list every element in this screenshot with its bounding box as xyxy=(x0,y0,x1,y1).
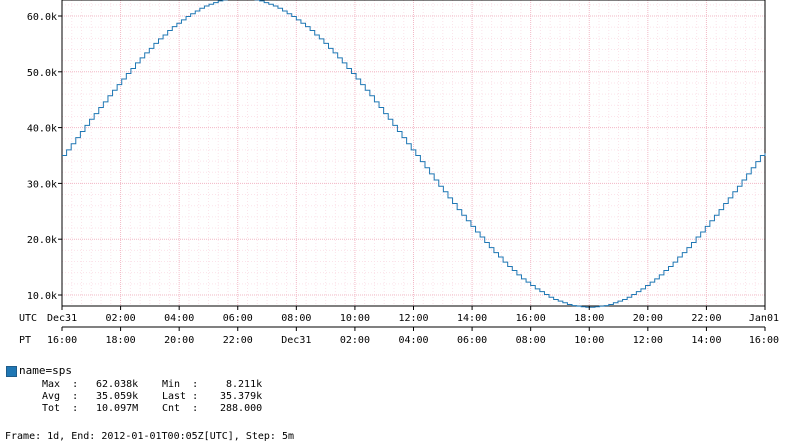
y-tick-label: 30.0k xyxy=(27,179,57,190)
stat-avg-value: 35.059k xyxy=(96,391,139,402)
utc-tick-label: 18:00 xyxy=(574,313,604,324)
stat-max-value: 62.038k xyxy=(96,379,139,390)
utc-tick-label: Jan01 xyxy=(749,313,779,324)
x-axis-pt: PT 16:00 18:00 20:00 22:00 Dec31 02:00 04:00 06:… xyxy=(19,327,779,346)
pt-tick-label: 16:00 xyxy=(749,335,779,346)
stat-min-label: Min : xyxy=(162,379,199,390)
utc-tick-label: 10:00 xyxy=(340,313,370,324)
pt-tick-label: Dec31 xyxy=(281,335,311,346)
utc-tick-label: 22:00 xyxy=(691,313,721,324)
y-tick-label: 60.0k xyxy=(27,12,57,23)
utc-axis-label: UTC xyxy=(19,313,37,324)
series-line xyxy=(62,0,766,308)
pt-tick-label: 06:00 xyxy=(457,335,487,346)
stat-tot-value: 10.097M xyxy=(96,403,139,414)
series-sps xyxy=(62,0,766,308)
y-tick-label: 50.0k xyxy=(27,68,57,79)
utc-tick-label: 06:00 xyxy=(223,313,253,324)
y-tick-label: 20.0k xyxy=(27,235,57,246)
pt-tick-label: 04:00 xyxy=(398,335,428,346)
utc-tick-label: 16:00 xyxy=(516,313,546,324)
pt-tick-label: 12:00 xyxy=(633,335,663,346)
stat-last-value: 35.379k xyxy=(220,391,263,402)
y-axis: 10.0k 20.0k 30.0k 40.0k 50.0k 60.0k xyxy=(27,12,62,302)
y-tick-label: 40.0k xyxy=(27,124,57,135)
chart-grid xyxy=(61,0,766,306)
pt-tick-label: 22:00 xyxy=(223,335,253,346)
pt-tick-label: 02:00 xyxy=(340,335,370,346)
stat-min-value: 8.211k xyxy=(226,379,263,390)
utc-tick-label: 12:00 xyxy=(398,313,428,324)
pt-tick-label: 20:00 xyxy=(164,335,194,346)
utc-tick-label: 20:00 xyxy=(633,313,663,324)
y-tick-label: 10.0k xyxy=(27,291,57,302)
utc-tick-label: 04:00 xyxy=(164,313,194,324)
pt-tick-label: 14:00 xyxy=(691,335,721,346)
series-color-swatch xyxy=(6,366,17,377)
pt-tick-label: 16:00 xyxy=(47,335,77,346)
pt-axis-label: PT xyxy=(19,335,31,346)
stat-max-label: Max : xyxy=(42,379,79,390)
pt-tick-label: 18:00 xyxy=(106,335,136,346)
x-axis-utc: UTC Dec31 02:00 04:00 06:00 08:00 10:00 12:00 14… xyxy=(19,306,779,324)
legend-series-name: name=sps xyxy=(19,364,72,377)
utc-tick-label: 08:00 xyxy=(281,313,311,324)
stat-tot-label: Tot : xyxy=(42,403,79,414)
pt-tick-label: 08:00 xyxy=(516,335,546,346)
stat-cnt-value: 288.000 xyxy=(220,403,263,414)
utc-tick-label: 02:00 xyxy=(106,313,136,324)
utc-tick-label: 14:00 xyxy=(457,313,487,324)
stat-avg-label: Avg : xyxy=(42,391,79,402)
stat-cnt-label: Cnt : xyxy=(162,403,199,414)
pt-tick-label: 10:00 xyxy=(574,335,604,346)
time-series-chart: 10.0k 20.0k 30.0k 40.0k 50.0k 60.0k UTC Dec31 0… xyxy=(19,0,779,346)
stat-last-label: Last : xyxy=(162,391,199,402)
footer-frame-info: Frame: 1d, End: 2012-01-01T00:05Z[UTC], … xyxy=(5,431,294,442)
utc-tick-label: Dec31 xyxy=(47,313,77,324)
